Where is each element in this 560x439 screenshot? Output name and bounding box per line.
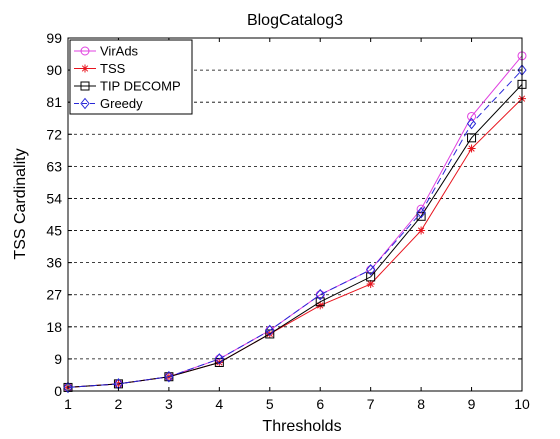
y-tick-label: 90 — [46, 62, 62, 78]
legend-label-greedy: Greedy — [100, 96, 143, 111]
legend-label-tip-decomp: TIP DECOMP — [100, 79, 181, 94]
y-tick-label: 54 — [46, 190, 62, 206]
y-tick-label: 18 — [46, 319, 62, 335]
data-point-greedy — [214, 353, 224, 365]
data-point-tip-decomp — [315, 297, 325, 307]
y-tick-label: 36 — [46, 255, 62, 271]
y-tick-label: 27 — [46, 287, 62, 303]
data-point-greedy — [416, 206, 426, 219]
y-tick-label: 63 — [46, 158, 62, 174]
data-point-tss — [417, 226, 426, 235]
legend-label-tss: TSS — [100, 61, 126, 76]
data-point-greedy — [265, 324, 275, 337]
data-point-greedy — [63, 381, 73, 394]
legend-item-greedy: Greedy — [74, 96, 143, 111]
y-tick-label: 81 — [46, 94, 62, 110]
y-tick-label: 99 — [46, 30, 62, 46]
legend-marker-tss — [81, 64, 89, 73]
legend-label-virads: VirAds — [100, 44, 139, 59]
data-point-tip-decomp — [467, 133, 477, 143]
series-line-greedy — [67, 69, 523, 388]
data-point-tss — [366, 280, 375, 289]
legend: VirAds TSS TIP DECOMP Greedy — [69, 39, 193, 115]
data-point-tip-decomp — [366, 272, 376, 282]
data-point-greedy — [466, 117, 477, 130]
chart-title: BlogCatalog3 — [247, 12, 343, 29]
data-point-greedy — [366, 263, 376, 276]
y-tick-label: 9 — [54, 351, 62, 367]
legend-marker-virads — [80, 46, 90, 56]
legend-item-tip-decomp: TIP DECOMP — [74, 79, 181, 94]
x-tick-label: 10 — [514, 396, 530, 412]
x-axis-title: Thresholds — [262, 418, 341, 435]
data-point-virads — [467, 111, 477, 121]
legend-marker-tip-decomp — [80, 81, 90, 91]
x-tick-label: 2 — [115, 396, 123, 412]
y-axis-title: TSS Cardinality — [12, 148, 29, 259]
x-tick-label: 7 — [367, 396, 375, 412]
legend-item-tss: TSS — [74, 61, 126, 76]
x-tick-label: 1 — [64, 396, 72, 412]
plot-frame — [67, 37, 523, 392]
x-tick-label: 6 — [316, 396, 324, 412]
y-tick-label: 45 — [46, 223, 62, 239]
legend-marker-greedy — [80, 97, 90, 110]
series-line-tip-decomp — [67, 84, 523, 388]
data-point-greedy — [164, 370, 174, 383]
grid-lines — [68, 69, 522, 360]
x-tick-label: 4 — [215, 396, 223, 412]
x-tick-label: 5 — [266, 396, 274, 412]
x-tick-label: 3 — [165, 396, 173, 412]
x-tick-label: 9 — [468, 396, 476, 412]
x-tick-label: 8 — [417, 396, 425, 412]
data-point-tss — [467, 144, 476, 153]
data-point-greedy — [315, 288, 325, 301]
y-tick-label: 72 — [46, 126, 62, 142]
legend-item-virads: VirAds — [74, 44, 139, 59]
y-tick-label: 0 — [54, 383, 62, 399]
series-greedy — [63, 64, 527, 394]
legend-box — [69, 39, 193, 115]
